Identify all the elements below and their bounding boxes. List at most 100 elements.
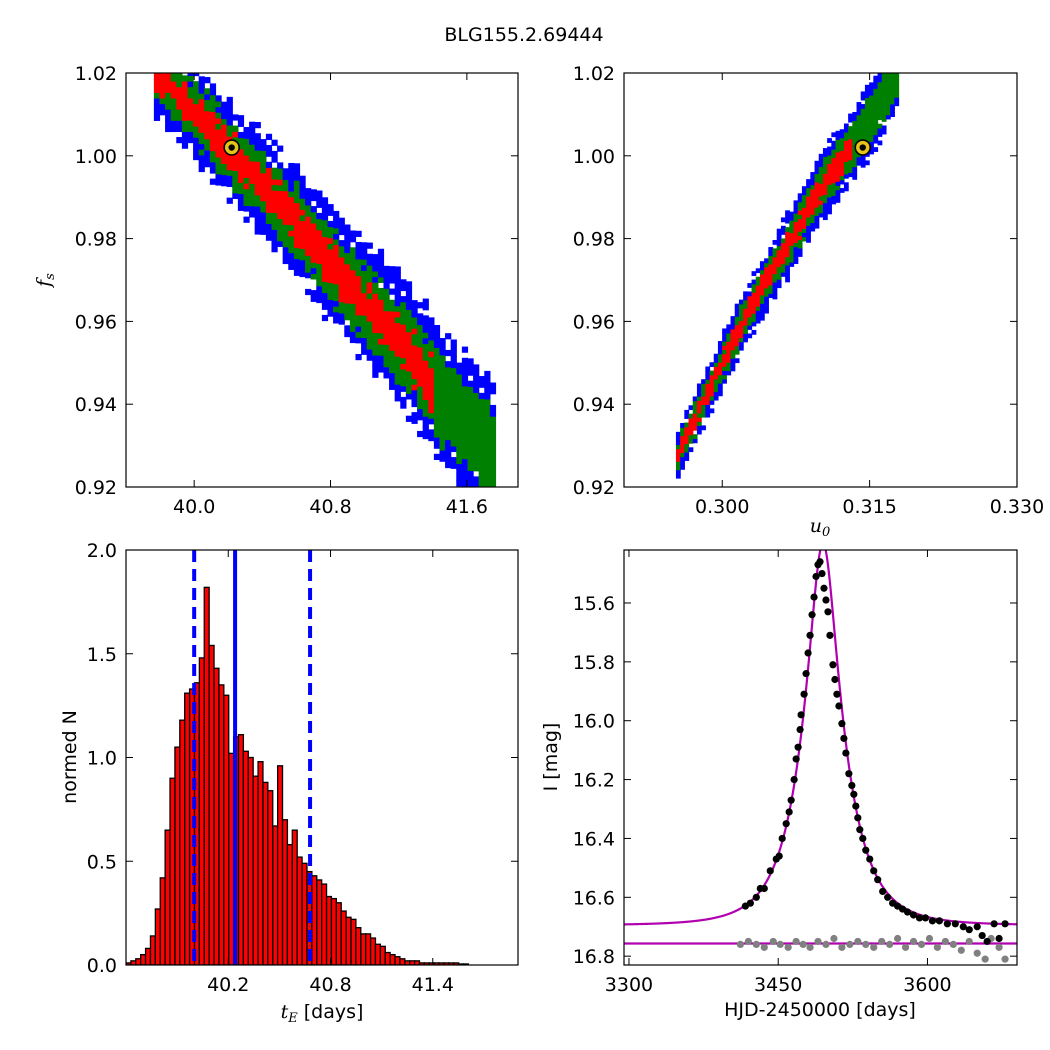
posterior-cell — [489, 483, 497, 487]
posterior-cell — [797, 210, 803, 215]
posterior-cell — [327, 282, 334, 289]
posterior-cell — [450, 457, 457, 464]
posterior-cell — [198, 109, 205, 117]
posterior-cell — [310, 290, 317, 297]
posterior-cell — [684, 439, 690, 445]
posterior-cell — [810, 176, 816, 182]
posterior-cell — [428, 334, 435, 341]
posterior-cell — [389, 316, 396, 323]
posterior-cell — [299, 242, 306, 250]
histogram-bar — [169, 777, 176, 965]
photometry-point — [965, 926, 973, 934]
posterior-cell — [422, 416, 429, 423]
posterior-cell — [785, 239, 790, 245]
posterior-cell — [310, 211, 317, 218]
posterior-cell — [349, 280, 357, 288]
posterior-cell — [484, 410, 491, 417]
posterior-cell — [696, 421, 702, 427]
posterior-cell — [822, 156, 828, 162]
y-axis-label-normed-n: normed N — [59, 710, 81, 804]
posterior-cell — [877, 106, 883, 112]
histogram-bar — [316, 879, 323, 965]
posterior-cell — [237, 143, 245, 150]
posterior-cell — [232, 187, 239, 194]
posterior-cell — [726, 366, 732, 372]
posterior-cell — [288, 190, 295, 198]
histogram-bar — [203, 586, 210, 965]
posterior-cell — [176, 103, 183, 110]
posterior-cell — [299, 231, 306, 238]
posterior-cell — [400, 301, 407, 308]
posterior-cell — [338, 228, 345, 236]
posterior-cell — [768, 255, 774, 261]
posterior-cell — [366, 315, 373, 322]
posterior-cell — [433, 425, 441, 432]
x-axis-label-hjd: HJD-2450000 [days] — [724, 999, 916, 1021]
axes-frame-te-fs — [125, 72, 519, 488]
posterior-cell — [366, 326, 373, 333]
posterior-cell — [305, 199, 312, 206]
histogram-bar — [335, 902, 342, 965]
posterior-cell — [400, 307, 407, 314]
posterior-cell — [338, 251, 345, 258]
posterior-cell — [389, 361, 396, 368]
photometry-point — [790, 775, 798, 784]
posterior-cell — [237, 204, 245, 211]
posterior-cell — [489, 472, 497, 479]
posterior-cell — [232, 175, 239, 183]
photometry-point — [921, 914, 930, 922]
posterior-cell — [751, 292, 757, 297]
posterior-cell — [377, 338, 385, 345]
posterior-cell — [193, 86, 200, 93]
posterior-cell — [852, 132, 858, 138]
posterior-cell — [293, 168, 301, 176]
posterior-cell — [894, 68, 899, 73]
posterior-cell — [249, 160, 256, 168]
posterior-cell — [780, 225, 786, 231]
posterior-cell — [705, 379, 711, 384]
posterior-cell — [254, 166, 261, 173]
posterior-cell — [254, 177, 261, 185]
posterior-cell — [366, 348, 373, 356]
posterior-cell — [764, 304, 769, 310]
posterior-cell — [389, 333, 396, 340]
posterior-cell — [709, 374, 715, 380]
posterior-cell — [827, 192, 832, 198]
posterior-cell — [372, 276, 379, 283]
best-fit-dot — [228, 144, 235, 151]
posterior-cell — [400, 368, 407, 376]
posterior-cell — [450, 412, 457, 419]
posterior-cell — [204, 155, 211, 162]
posterior-cell — [848, 142, 853, 148]
posterior-cell — [204, 121, 211, 129]
posterior-cell — [282, 190, 289, 197]
posterior-cell — [843, 152, 849, 158]
posterior-cell — [344, 235, 351, 242]
posterior-cell — [305, 238, 312, 245]
posterior-cell — [159, 36, 165, 42]
photometry-point — [850, 790, 858, 798]
posterior-cell — [159, 42, 165, 48]
panel-u0-fs: 0.300 0.315 0.3300.920.940.960.981.001.02 … — [573, 63, 1045, 540]
posterior-cell — [277, 145, 284, 152]
posterior-cell — [873, 92, 879, 98]
posterior-cell — [372, 259, 379, 266]
posterior-cell — [293, 252, 301, 260]
posterior-cell — [338, 256, 345, 264]
posterior-cell — [755, 297, 761, 303]
posterior-cell — [450, 345, 457, 352]
posterior-cell — [422, 388, 429, 395]
posterior-cell — [797, 197, 803, 203]
posterior-cell — [439, 427, 446, 434]
posterior-cell — [461, 408, 469, 415]
posterior-cell — [254, 228, 261, 235]
posterior-cell — [277, 173, 284, 180]
posterior-cell — [310, 206, 317, 213]
posterior-cell — [877, 98, 883, 104]
posterior-cell — [321, 258, 329, 266]
posterior-cell — [400, 312, 407, 320]
posterior-cell — [885, 81, 891, 86]
posterior-cell — [818, 158, 824, 163]
posterior-cell — [869, 103, 874, 109]
histogram-bar — [311, 875, 318, 965]
